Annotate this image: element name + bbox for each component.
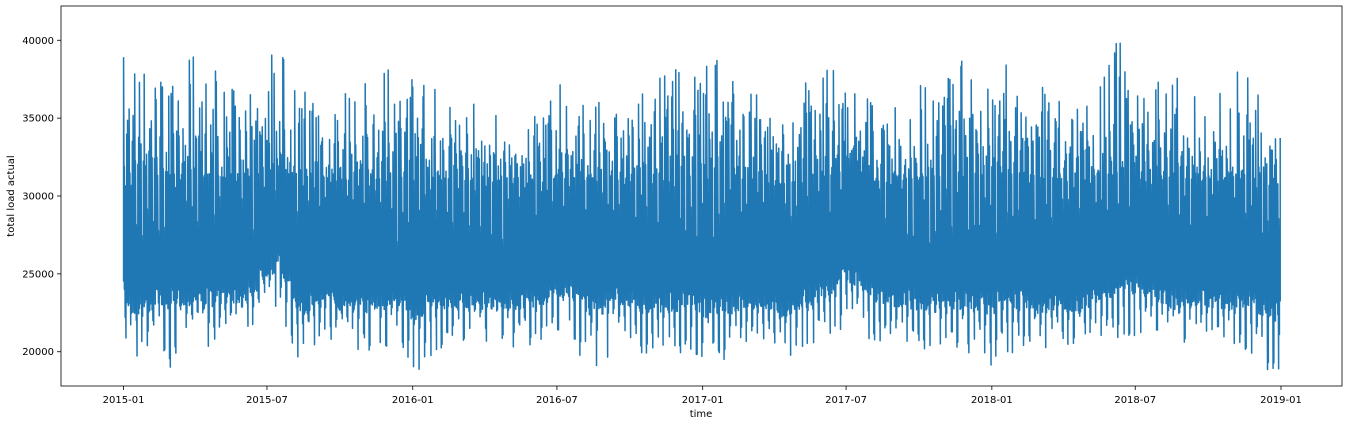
y-tick-label: 30000 [22,192,54,203]
x-tick-label: 2017-01 [682,395,724,406]
x-axis-label: time [690,409,713,420]
x-tick-label: 2016-07 [536,395,578,406]
x-tick-label: 2019-01 [1260,395,1302,406]
y-tick-label: 40000 [22,36,54,47]
x-tick-label: 2018-01 [971,395,1013,406]
y-tick-label: 20000 [22,347,54,358]
y-axis-label: total load actual [6,155,17,236]
series-line [122,42,1281,371]
series-layer [122,42,1281,371]
x-axis: 2015-01 2015-07 2016-01 2016-07 2017-01 2017-… [103,386,1302,406]
y-tick-label: 25000 [22,269,54,280]
x-tick-label: 2015-07 [246,395,288,406]
x-tick-label: 2016-01 [392,395,434,406]
x-tick-label: 2018-07 [1114,395,1156,406]
x-tick-label: 2015-01 [103,395,145,406]
y-axis: 20000 25000 30000 35000 40000 [22,36,61,358]
x-tick-label: 2017-07 [825,395,867,406]
y-tick-label: 35000 [22,114,54,125]
